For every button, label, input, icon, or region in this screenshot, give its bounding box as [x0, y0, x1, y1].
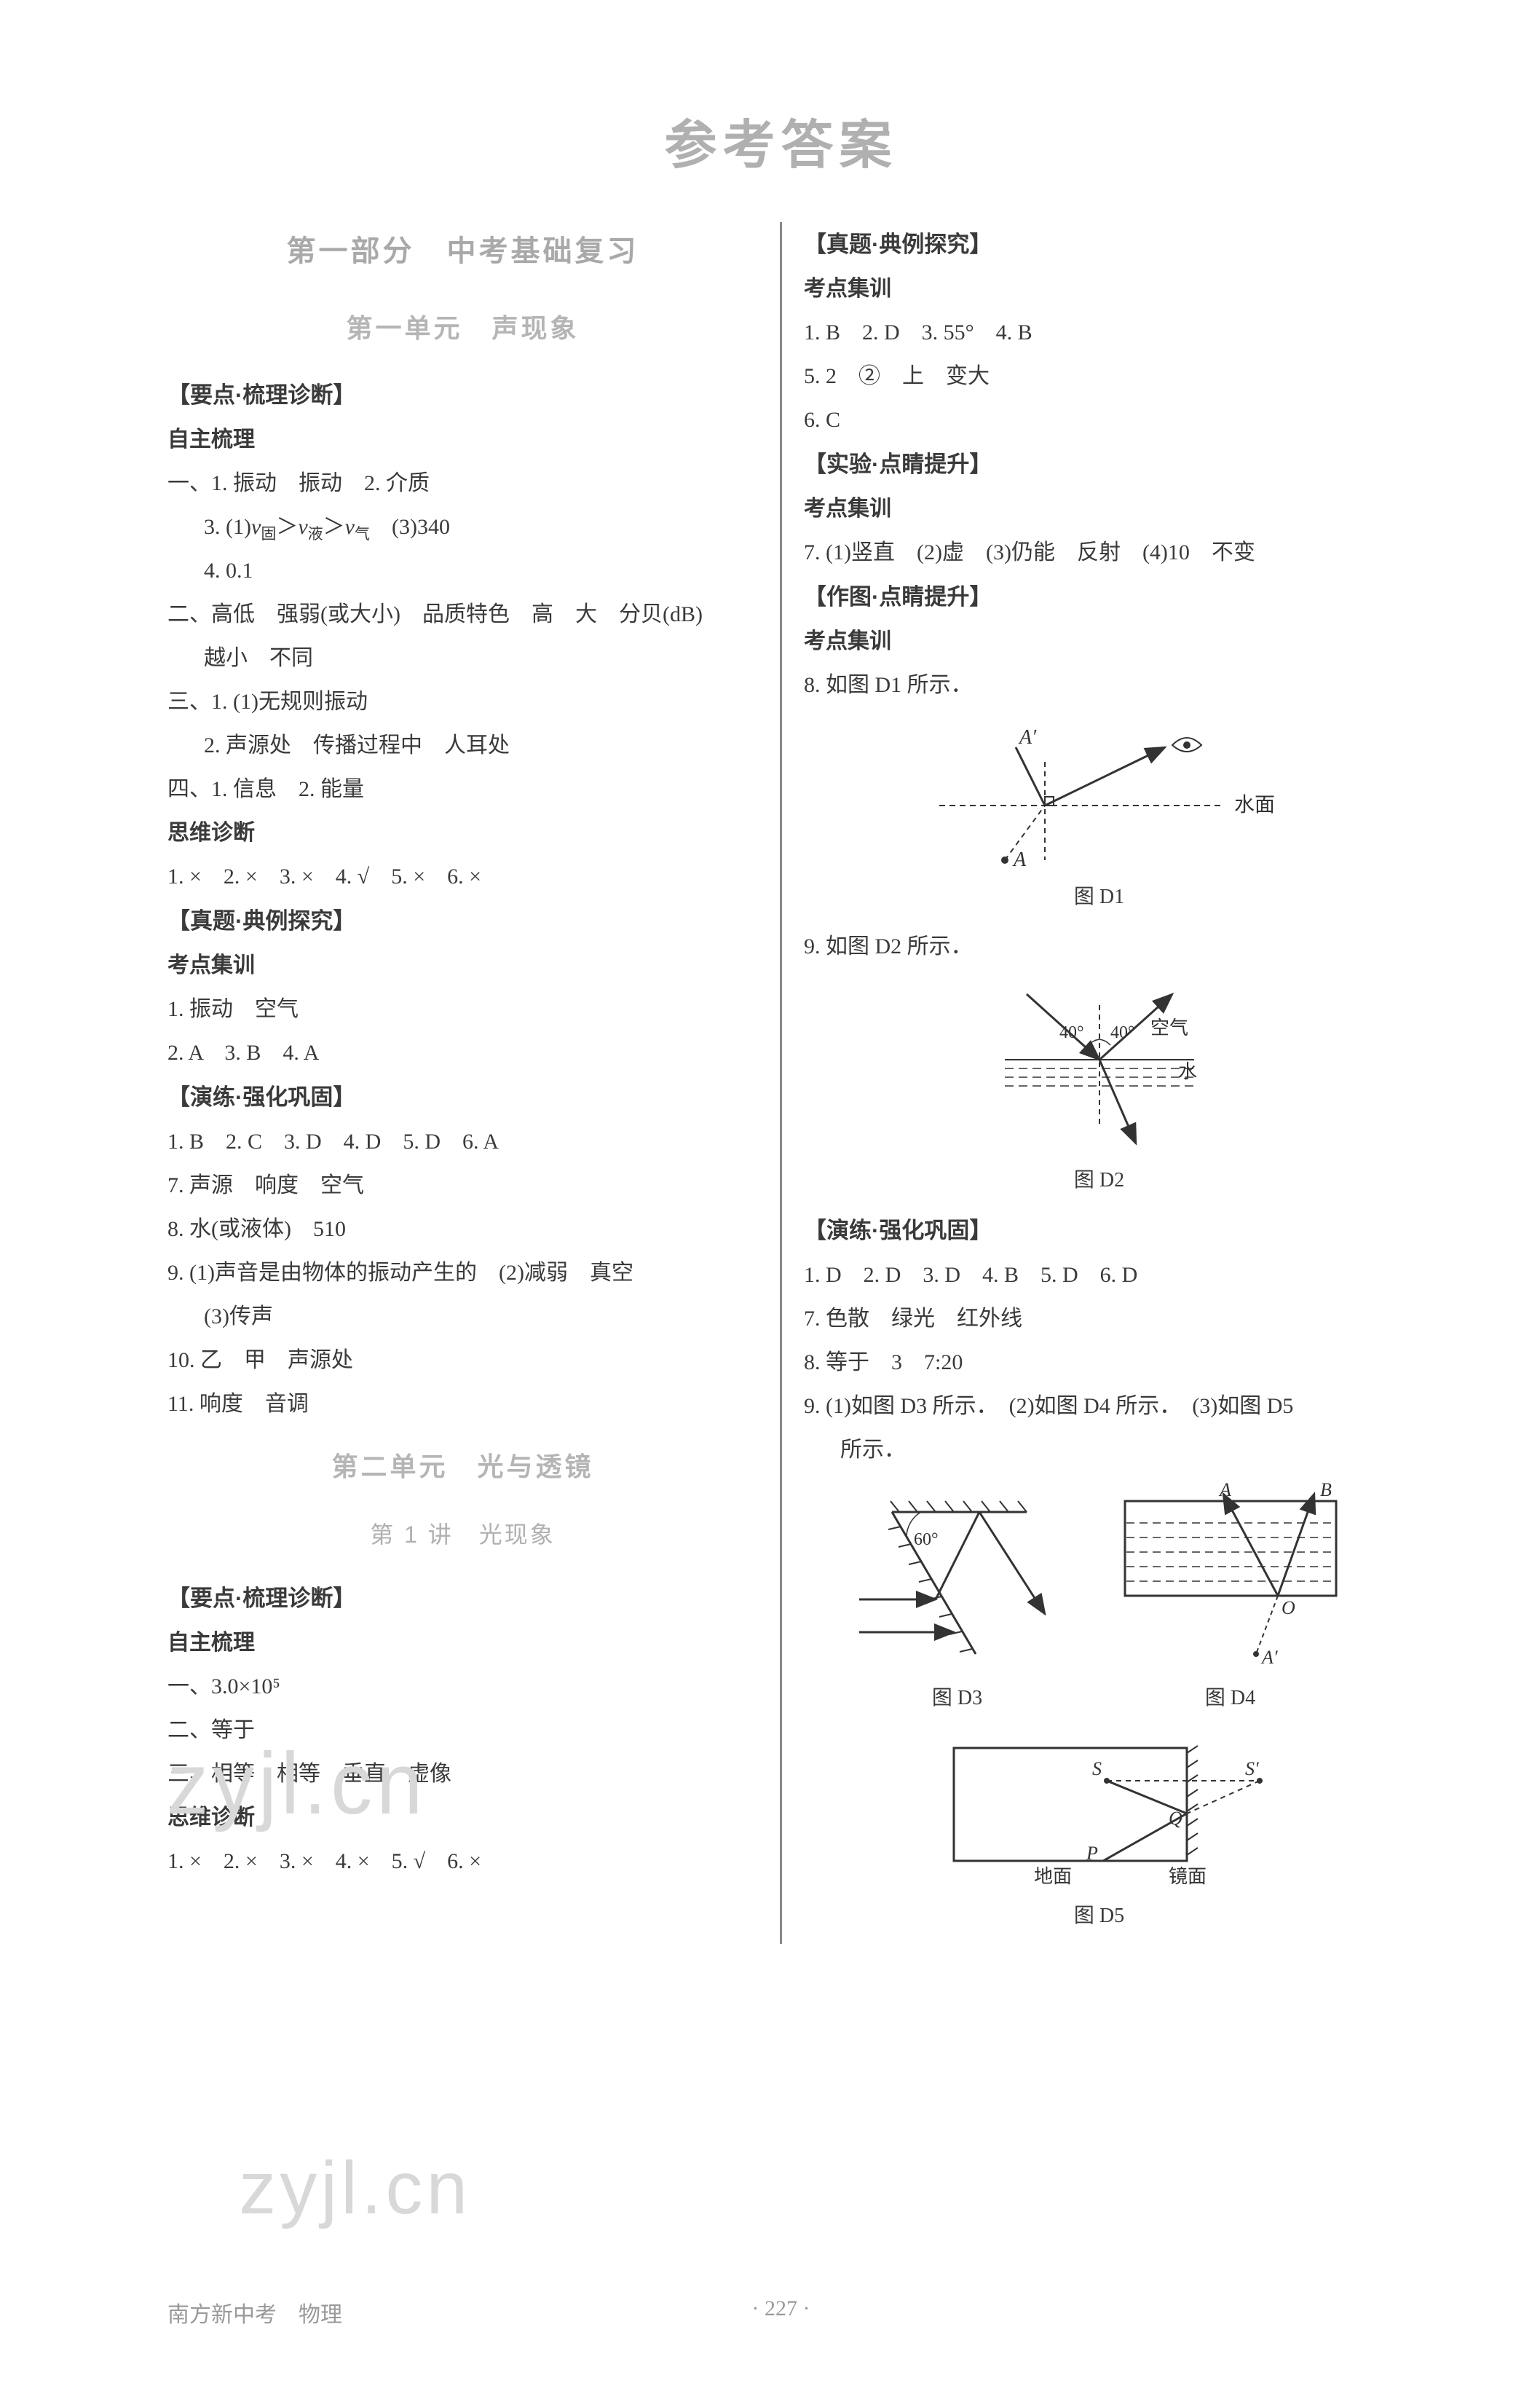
section-yanlian-2: 【演练·强化巩固】	[804, 1208, 1394, 1253]
text-line: 4. 0.1	[167, 549, 758, 593]
figure-d3-svg: 60°	[848, 1483, 1067, 1672]
text-line: 9. (1)如图 D3 所示． (2)如图 D4 所示． (3)如图 D5	[804, 1385, 1394, 1428]
text-line: 1. × 2. × 3. × 4. × 5. √ 6. ×	[167, 1840, 758, 1883]
sub-siwei-2: 思维诊断	[167, 1796, 758, 1840]
figure-d4: O A B A′ 图 D4	[1110, 1483, 1351, 1719]
caption-d3: 图 D3	[848, 1678, 1067, 1719]
label-A: A	[1218, 1483, 1231, 1500]
sub-kaodian-1: 考点集训	[167, 944, 758, 988]
label-Sprime: S′	[1245, 1758, 1259, 1779]
text-line: 2. 声源处 传播过程中 人耳处	[167, 724, 758, 768]
unit1-title: 第一单元 声现象	[167, 302, 758, 355]
caption-d1: 图 D1	[804, 877, 1394, 918]
page: 参考答案 zyjl.cn zyjl.cn 第一部分 中考基础复习 第一单元 声现…	[0, 0, 1540, 2394]
footer: 南方新中考 物理 · 227 ·	[167, 2296, 1394, 2328]
figure-d5-svg: S S′ P Q 地面 镜面	[925, 1730, 1274, 1890]
text-line: 8. 如图 D1 所示．	[804, 664, 1394, 707]
text-line: 1. B 2. D 3. 55° 4. B	[804, 311, 1394, 355]
section-zuotu: 【作图·点睛提升】	[804, 575, 1394, 620]
section-zhenti-2: 【真题·典例探究】	[804, 222, 1394, 267]
text-line: 三、1. (1)无规则振动	[167, 680, 758, 724]
sub-siwei-1: 思维诊断	[167, 811, 758, 855]
text-line: (3)传声	[167, 1295, 758, 1339]
caption-d5: 图 D5	[804, 1896, 1394, 1937]
text-line: 一、1. 振动 振动 2. 介质	[167, 462, 758, 505]
watermark-2: zyjl.cn	[239, 2145, 471, 2230]
label-60: 60°	[914, 1530, 939, 1549]
text-line: 1. D 2. D 3. D 4. B 5. D 6. D	[804, 1253, 1394, 1297]
left-column: 第一部分 中考基础复习 第一单元 声现象 【要点·梳理诊断】 自主梳理 一、1.…	[167, 222, 776, 1944]
columns: 第一部分 中考基础复习 第一单元 声现象 【要点·梳理诊断】 自主梳理 一、1.…	[167, 222, 1394, 1944]
lesson1-title: 第 1 讲 光现象	[167, 1511, 758, 1558]
figure-d2: 40° 40° 空气 水 图 D2	[804, 980, 1394, 1201]
sub-kaodian-4: 考点集训	[804, 620, 1394, 664]
label-air: 空气	[1150, 1017, 1188, 1039]
section-yaodian-2: 【要点·梳理诊断】	[167, 1576, 758, 1621]
text-line: 二、等于	[167, 1709, 758, 1752]
label-angle2: 40°	[1110, 1023, 1135, 1042]
label-B: B	[1320, 1483, 1332, 1500]
page-number: · 227 ·	[752, 2296, 810, 2328]
section-shiyan: 【实验·点睛提升】	[804, 442, 1394, 487]
label-S: S	[1092, 1758, 1102, 1779]
text-line: 9. (1)声音是由物体的振动产生的 (2)减弱 真空	[167, 1251, 758, 1295]
right-column: 【真题·典例探究】 考点集训 1. B 2. D 3. 55° 4. B 5. …	[786, 222, 1394, 1944]
text-line: 一、3.0×10⁵	[167, 1665, 758, 1709]
text-line: 7. 色散 绿光 红外线	[804, 1297, 1394, 1341]
text-line: 5. 2 ② 上 变大	[804, 355, 1394, 398]
figure-d1-svg: 水面 A A′	[910, 718, 1289, 871]
label-ground: 地面	[1034, 1866, 1072, 1887]
sub-kaodian-3: 考点集训	[804, 487, 1394, 531]
main-title: 参考答案	[167, 102, 1394, 178]
section-yaodian-1: 【要点·梳理诊断】	[167, 373, 758, 418]
sub-kaodian-2: 考点集训	[804, 267, 1394, 311]
text-line: 3. (1)v固＞v液＞v气 (3)340	[167, 505, 758, 549]
label-angle1: 40°	[1059, 1023, 1084, 1042]
figure-d3: 60° 图 D3	[848, 1483, 1067, 1719]
figure-d1: 水面 A A′	[804, 718, 1394, 918]
text-line: 6. C	[804, 398, 1394, 442]
text-line: 8. 水(或液体) 510	[167, 1208, 758, 1251]
label-Aprime: A′	[1260, 1647, 1278, 1668]
unit2-title: 第二单元 光与透镜	[167, 1441, 758, 1493]
text-line: 7. (1)竖直 (2)虚 (3)仍能 反射 (4)10 不变	[804, 531, 1394, 575]
text-line: 所示．	[804, 1428, 1394, 1472]
text-line: 1. B 2. C 3. D 4. D 5. D 6. A	[167, 1120, 758, 1164]
text-line: 10. 乙 甲 声源处	[167, 1339, 758, 1382]
figure-d4-svg: O A B A′	[1110, 1483, 1351, 1672]
label-P: P	[1086, 1843, 1098, 1864]
text-line: 1. 振动 空气	[167, 988, 758, 1031]
text-line: 2. A 3. B 4. A	[167, 1031, 758, 1075]
caption-d2: 图 D2	[804, 1160, 1394, 1201]
text-line: 9. 如图 D2 所示．	[804, 925, 1394, 969]
text-line: 越小 不同	[167, 637, 758, 680]
section-yanlian-1: 【演练·强化巩固】	[167, 1075, 758, 1120]
label-mirror: 镜面	[1169, 1866, 1207, 1887]
sub-zizhu-2: 自主梳理	[167, 1621, 758, 1665]
label-A: A	[1012, 848, 1027, 871]
label-water: 水	[1178, 1061, 1197, 1082]
figure-row-d3-d4: 60° 图 D3	[804, 1483, 1394, 1719]
text-line: 二、高低 强弱(或大小) 品质特色 高 大 分贝(dB)	[167, 593, 758, 637]
part-title: 第一部分 中考基础复习	[167, 222, 758, 280]
label-water: 水面	[1234, 793, 1275, 816]
text-line: 四、1. 信息 2. 能量	[167, 768, 758, 811]
text-line: 三、相等 相等 垂直 虚像	[167, 1752, 758, 1796]
text-line: 1. × 2. × 3. × 4. √ 5. × 6. ×	[167, 855, 758, 899]
sub-zizhu-1: 自主梳理	[167, 418, 758, 462]
figure-d5: S S′ P Q 地面 镜面 图 D5	[804, 1730, 1394, 1937]
footer-left: 南方新中考 物理	[167, 2296, 752, 2328]
label-Aprime: A′	[1018, 726, 1037, 749]
footer-right	[810, 2296, 1395, 2328]
text-line: 7. 声源 响度 空气	[167, 1164, 758, 1208]
column-divider	[780, 222, 782, 1944]
text-line: 11. 响度 音调	[167, 1382, 758, 1426]
section-zhenti-1: 【真题·典例探究】	[167, 899, 758, 944]
label-O: O	[1282, 1597, 1295, 1618]
figure-d2-svg: 40° 40° 空气 水	[976, 980, 1223, 1154]
text-line: 8. 等于 3 7:20	[804, 1341, 1394, 1385]
caption-d4: 图 D4	[1110, 1678, 1351, 1719]
